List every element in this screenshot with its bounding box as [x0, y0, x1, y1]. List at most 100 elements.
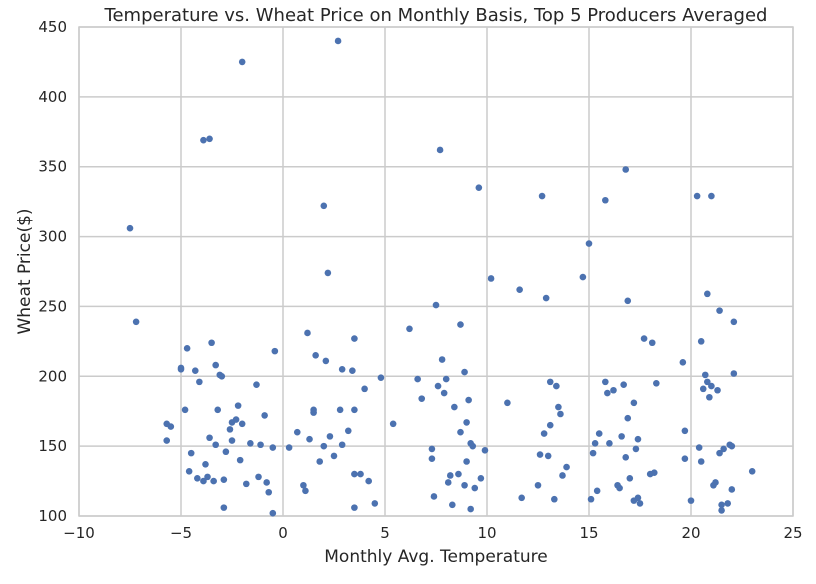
- data-point: [187, 449, 195, 457]
- data-point: [167, 423, 175, 430]
- data-point: [534, 481, 542, 489]
- data-point: [559, 472, 566, 479]
- data-point: [624, 297, 632, 305]
- data-point: [285, 444, 293, 451]
- data-point: [693, 192, 701, 200]
- data-point: [730, 318, 738, 326]
- data-point: [593, 487, 601, 495]
- data-point: [704, 378, 711, 386]
- data-point: [640, 335, 648, 342]
- data-point: [602, 196, 609, 204]
- data-point: [126, 224, 134, 232]
- data-point: [196, 378, 203, 386]
- data-point: [200, 477, 207, 485]
- data-point: [591, 440, 599, 447]
- data-point: [310, 409, 317, 416]
- x-tick-label: 15: [579, 524, 598, 542]
- data-point: [351, 504, 358, 511]
- data-point: [679, 359, 687, 366]
- data-point: [653, 379, 660, 387]
- data-point: [206, 434, 213, 442]
- data-point: [326, 433, 334, 440]
- x-tick-label: 20: [681, 524, 700, 542]
- y-tick-label: 350: [38, 158, 67, 176]
- data-point: [695, 444, 703, 451]
- data-point: [206, 135, 213, 143]
- y-tick-label: 200: [38, 367, 67, 385]
- data-point: [706, 393, 713, 401]
- data-point: [542, 294, 550, 302]
- data-point: [338, 441, 346, 449]
- x-tick-label: 10: [477, 524, 496, 542]
- data-point: [432, 301, 440, 309]
- data-point: [471, 484, 479, 492]
- data-point: [536, 451, 544, 458]
- data-point: [704, 290, 711, 298]
- data-point: [253, 381, 260, 388]
- x-tick-label: 0: [278, 524, 288, 542]
- data-points: [126, 37, 756, 517]
- data-point: [438, 356, 446, 363]
- data-point: [232, 416, 240, 423]
- data-point: [444, 479, 452, 486]
- data-point: [202, 461, 209, 468]
- data-point: [546, 378, 554, 386]
- data-point: [712, 479, 719, 486]
- data-point: [208, 339, 215, 347]
- data-point: [622, 454, 630, 461]
- data-point: [551, 495, 558, 503]
- data-point: [624, 414, 632, 422]
- chart-title: Temperature vs. Wheat Price on Monthly B…: [104, 5, 768, 26]
- data-point: [555, 403, 562, 411]
- data-point: [504, 399, 511, 407]
- data-point: [697, 458, 705, 465]
- data-point: [518, 494, 525, 502]
- data-point: [304, 329, 311, 337]
- data-point: [718, 507, 725, 514]
- data-point: [194, 474, 201, 482]
- data-point: [538, 192, 546, 200]
- data-point: [595, 430, 603, 437]
- data-point: [236, 456, 244, 464]
- data-point: [428, 455, 436, 463]
- data-point: [463, 458, 470, 465]
- data-point: [634, 435, 642, 443]
- data-point: [181, 406, 189, 414]
- data-point: [177, 366, 185, 373]
- data-point: [616, 484, 623, 492]
- data-point: [650, 469, 658, 476]
- data-point: [648, 339, 656, 347]
- data-point: [344, 427, 352, 435]
- data-point: [728, 442, 736, 450]
- data-point: [467, 505, 474, 513]
- data-point: [365, 477, 372, 485]
- data-point: [263, 479, 270, 486]
- plot-background: [78, 26, 794, 517]
- data-point: [681, 455, 689, 463]
- data-point: [293, 428, 301, 436]
- grid-lines: [78, 26, 794, 517]
- data-point: [214, 406, 222, 414]
- data-point: [461, 481, 468, 489]
- data-point: [618, 433, 625, 440]
- data-point: [200, 136, 207, 144]
- data-point: [269, 444, 277, 451]
- data-point: [446, 472, 454, 479]
- data-point: [687, 497, 695, 504]
- data-point: [563, 463, 570, 471]
- data-point: [475, 184, 483, 191]
- data-point: [748, 467, 756, 475]
- data-point: [238, 420, 246, 428]
- data-point: [371, 500, 379, 507]
- data-point: [730, 370, 738, 377]
- data-point: [620, 381, 627, 388]
- y-tick-label: 100: [38, 507, 67, 525]
- data-point: [681, 427, 689, 435]
- data-point: [377, 374, 385, 381]
- data-point: [300, 481, 307, 489]
- data-point: [540, 430, 548, 437]
- data-point: [320, 202, 328, 210]
- data-point: [132, 318, 140, 326]
- data-point: [714, 386, 721, 394]
